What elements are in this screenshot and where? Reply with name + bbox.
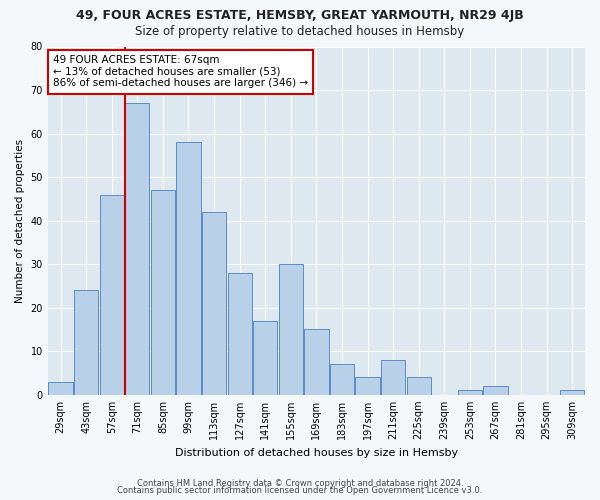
- Bar: [176, 142, 200, 395]
- Bar: [253, 321, 277, 395]
- Text: Contains public sector information licensed under the Open Government Licence v3: Contains public sector information licen…: [118, 486, 482, 495]
- Y-axis label: Number of detached properties: Number of detached properties: [15, 138, 25, 302]
- Bar: [484, 386, 508, 395]
- Bar: [202, 212, 226, 395]
- Bar: [125, 103, 149, 395]
- Bar: [100, 194, 124, 395]
- Text: Size of property relative to detached houses in Hemsby: Size of property relative to detached ho…: [136, 25, 464, 38]
- Bar: [330, 364, 354, 395]
- Bar: [227, 273, 252, 395]
- Bar: [560, 390, 584, 395]
- Text: Contains HM Land Registry data © Crown copyright and database right 2024.: Contains HM Land Registry data © Crown c…: [137, 478, 463, 488]
- Bar: [49, 382, 73, 395]
- Bar: [304, 330, 329, 395]
- X-axis label: Distribution of detached houses by size in Hemsby: Distribution of detached houses by size …: [175, 448, 458, 458]
- Bar: [458, 390, 482, 395]
- Bar: [151, 190, 175, 395]
- Text: 49 FOUR ACRES ESTATE: 67sqm
← 13% of detached houses are smaller (53)
86% of sem: 49 FOUR ACRES ESTATE: 67sqm ← 13% of det…: [53, 55, 308, 88]
- Bar: [407, 378, 431, 395]
- Bar: [381, 360, 405, 395]
- Bar: [74, 290, 98, 395]
- Bar: [278, 264, 303, 395]
- Bar: [355, 378, 380, 395]
- Text: 49, FOUR ACRES ESTATE, HEMSBY, GREAT YARMOUTH, NR29 4JB: 49, FOUR ACRES ESTATE, HEMSBY, GREAT YAR…: [76, 9, 524, 22]
